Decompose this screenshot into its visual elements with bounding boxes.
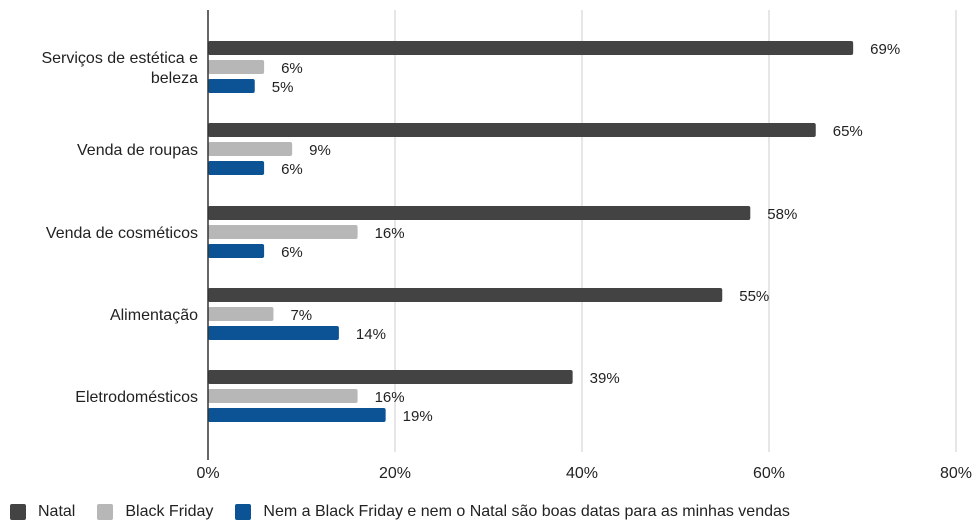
- bar-1-3: [208, 307, 274, 321]
- bar-2-4: [208, 408, 386, 422]
- bar-1-1: [208, 142, 293, 156]
- bar-chart-plot: 69% 6% 5% 65% 9% 6% 58% 16% 6% 55% 7% 14% 39% 16% 19% S…: [41, 10, 972, 482]
- data-label-2-3: 14%: [356, 326, 386, 343]
- data-label-0-2: 58%: [767, 206, 797, 223]
- data-label-0-4: 39%: [590, 370, 620, 387]
- bar-0-1: [208, 123, 816, 137]
- data-label-0-1: 65%: [833, 123, 863, 140]
- legend-label-nenhuma: Nem a Black Friday e nem o Natal são boa…: [263, 503, 790, 520]
- bar-1-0: [208, 60, 265, 74]
- category-label-3: Alimentação: [110, 307, 198, 324]
- data-label-0-3: 55%: [739, 288, 769, 305]
- data-label-2-1: 6%: [281, 161, 303, 178]
- legend-swatch-natal: [10, 504, 26, 520]
- x-tick-label-80: 80%: [940, 465, 972, 482]
- data-label-0-0: 69%: [870, 41, 900, 58]
- data-label-1-3: 7%: [290, 307, 312, 324]
- legend-item-black-friday: Black Friday: [97, 503, 213, 521]
- data-label-2-2: 6%: [281, 244, 303, 261]
- legend-label-natal: Natal: [38, 503, 76, 520]
- data-label-1-2: 16%: [375, 225, 405, 242]
- bar-0-3: [208, 288, 723, 302]
- legend-item-nenhuma: Nem a Black Friday e nem o Natal são boa…: [235, 503, 790, 521]
- data-label-1-4: 16%: [375, 389, 405, 406]
- legend-label-black-friday: Black Friday: [125, 503, 214, 520]
- bar-1-4: [208, 389, 358, 403]
- category-label-4: Eletrodomésticos: [75, 389, 198, 406]
- legend-item-natal: Natal: [10, 503, 75, 521]
- category-label-1: Venda de roupas: [77, 142, 198, 159]
- bar-0-4: [208, 370, 573, 384]
- bar-2-2: [208, 244, 265, 258]
- legend-swatch-black-friday: [97, 504, 114, 520]
- bar-0-0: [208, 41, 854, 55]
- data-label-2-4: 19%: [403, 408, 433, 425]
- data-label-1-1: 9%: [309, 142, 331, 159]
- bar-1-2: [208, 225, 358, 239]
- bar-0-2: [208, 206, 751, 220]
- chart-legend: Natal Black Friday Nem a Black Friday e …: [10, 503, 812, 521]
- x-tick-label-20: 20%: [379, 465, 411, 482]
- data-label-1-0: 6%: [281, 60, 303, 77]
- data-label-2-0: 5%: [272, 79, 294, 96]
- bar-2-3: [208, 326, 339, 340]
- legend-swatch-nenhuma: [235, 504, 252, 520]
- bar-2-1: [208, 161, 265, 175]
- category-label-0: Serviços de estética e beleza: [41, 50, 198, 87]
- bar-2-0: [208, 79, 255, 93]
- x-tick-label-0: 0%: [196, 465, 219, 482]
- x-tick-label-40: 40%: [566, 465, 598, 482]
- x-tick-label-60: 60%: [753, 465, 785, 482]
- category-label-2: Venda de cosméticos: [46, 225, 198, 242]
